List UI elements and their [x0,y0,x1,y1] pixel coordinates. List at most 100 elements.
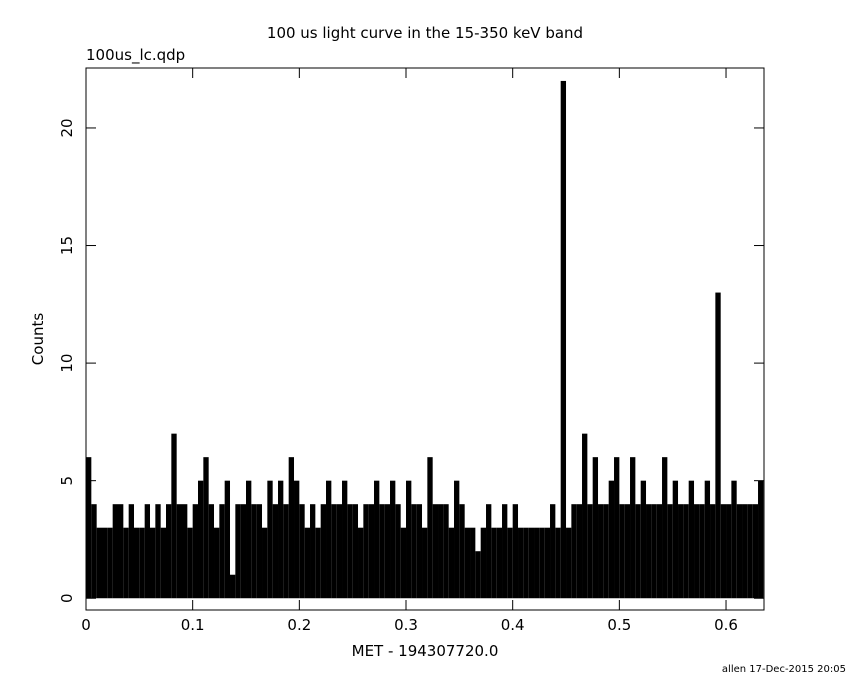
bin [422,527,428,599]
bin [134,527,140,599]
bin [694,504,700,599]
bin [331,504,337,599]
bin [198,480,204,599]
bin [571,504,577,599]
bin [582,433,588,599]
bin [112,504,119,599]
bin [726,504,732,599]
bin [246,480,252,599]
bin [96,527,103,599]
bin [187,527,193,599]
bin [624,504,631,599]
bin [224,480,231,599]
bin [550,504,556,599]
bin [443,504,449,599]
bin [656,504,663,599]
x-tick-label: 0.3 [394,616,418,634]
bin [534,527,540,599]
bin [512,504,519,599]
bin [640,480,647,599]
bin [742,504,748,599]
y-tick-label: 20 [58,118,76,137]
bin [614,457,620,599]
bin [491,527,497,599]
x-axis-label: MET - 194307720.0 [352,642,499,660]
bin [731,480,737,599]
bin [214,527,220,599]
bin [432,504,439,599]
bin [326,480,332,599]
bin [144,504,151,599]
bin [635,504,641,599]
bin [390,480,396,599]
bin [230,574,236,599]
bin [459,504,465,599]
bin [347,504,353,599]
bin [630,457,636,599]
x-tick-label: 0.5 [607,616,631,634]
bin [672,480,679,599]
bin [454,480,460,599]
bin [374,480,380,599]
bin [518,527,524,599]
bin [235,504,241,599]
bin [91,504,97,599]
bin [662,457,668,599]
bin [560,80,567,599]
bin [123,527,129,599]
bin [294,480,300,599]
bin [507,527,513,599]
bin [288,457,295,599]
x-tick-label: 0.6 [714,616,738,634]
bin [704,480,711,599]
bin [368,504,375,599]
bin [182,504,188,599]
bin [555,527,561,599]
bin [683,504,689,599]
bin [736,504,743,599]
bin [646,504,652,599]
bin [363,504,369,599]
bin [400,527,407,599]
bin [160,527,167,599]
x-tick-label: 0.2 [287,616,311,634]
bin [496,527,503,599]
bin [688,480,695,599]
bin [486,504,492,599]
y-tick-label: 10 [58,354,76,373]
bin [427,457,433,599]
bin [576,504,583,599]
bin [118,504,124,599]
bin [203,457,209,599]
bin [464,527,471,599]
footer: allen 17-Dec-2015 20:05 [722,664,846,675]
bin [384,504,391,599]
plot-area [86,80,764,599]
bin [416,504,423,599]
bin [502,504,508,599]
bin [475,551,481,599]
bin [411,504,417,599]
bin [448,527,455,599]
bin [342,480,348,599]
bin [587,504,593,599]
x-tick-label: 0.1 [181,616,205,634]
bin [139,527,145,599]
bin [128,504,135,599]
x-tick-label: 0.4 [501,616,525,634]
bin [150,527,156,599]
bin [470,527,476,599]
bin [544,527,551,599]
bin [539,527,545,599]
bin [699,504,705,599]
bin [720,504,727,599]
bin [710,504,716,599]
y-tick-label: 15 [58,236,76,255]
y-tick-label: 0 [58,593,76,603]
bin [395,504,401,599]
bin [86,457,92,599]
bin [267,480,273,599]
bin [310,504,316,599]
bin [603,504,609,599]
